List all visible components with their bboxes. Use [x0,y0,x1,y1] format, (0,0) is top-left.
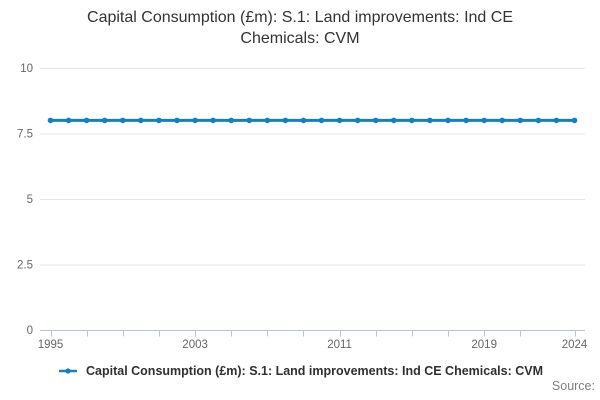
point-marker [210,117,216,124]
y-tick-label: 10 [20,63,33,75]
x-tick-label: 2011 [327,339,352,351]
point-marker [445,117,451,124]
point-marker [83,117,90,124]
point-marker [228,117,234,124]
point-marker [409,117,415,124]
x-tick-label: 2003 [182,339,208,351]
point-marker [156,117,162,124]
point-marker [318,117,325,124]
point-marker [481,117,488,124]
x-tick-label: 2024 [562,339,588,351]
point-marker [535,117,542,124]
point-marker [47,117,54,124]
x-tick-label: 1995 [38,339,64,351]
y-tick-label: 0 [27,325,33,337]
point-marker [499,117,506,124]
point-marker [65,117,72,124]
line-dot-icon [59,368,77,374]
x-tick-label: 2019 [471,339,497,351]
point-marker [427,117,433,124]
gridlines [40,68,585,266]
point-marker [101,117,108,124]
legend-item[interactable]: Capital Consumption (£m): S.1: Land impr… [0,362,600,380]
point-marker [463,117,469,124]
x-axis: 1995 2003 2011 2019 2024 [38,330,588,351]
y-tick-label: 5 [27,194,33,206]
source-label: Source: [551,379,595,393]
point-marker [282,117,289,124]
point-marker [391,117,397,124]
point-marker [300,117,307,124]
point-marker [138,117,144,124]
page-title: Capital Consumption (£m): S.1: Land impr… [87,9,513,48]
point-marker [336,117,343,124]
point-marker [553,117,560,124]
point-marker [517,117,524,124]
series-line [47,117,578,124]
y-tick-label: 2.5 [17,260,33,272]
point-marker [120,117,126,124]
legend-label: Capital Consumption (£m): S.1: Land impr… [86,364,543,378]
point-marker [571,117,578,124]
y-tick-label: 7.5 [17,129,33,141]
point-marker [354,117,361,124]
point-marker [174,117,180,124]
y-axis-labels: 0 2.5 5 7.5 10 [17,63,33,337]
point-marker [264,117,271,124]
point-marker [246,117,253,124]
point-marker [192,117,198,124]
point-marker [372,117,379,124]
